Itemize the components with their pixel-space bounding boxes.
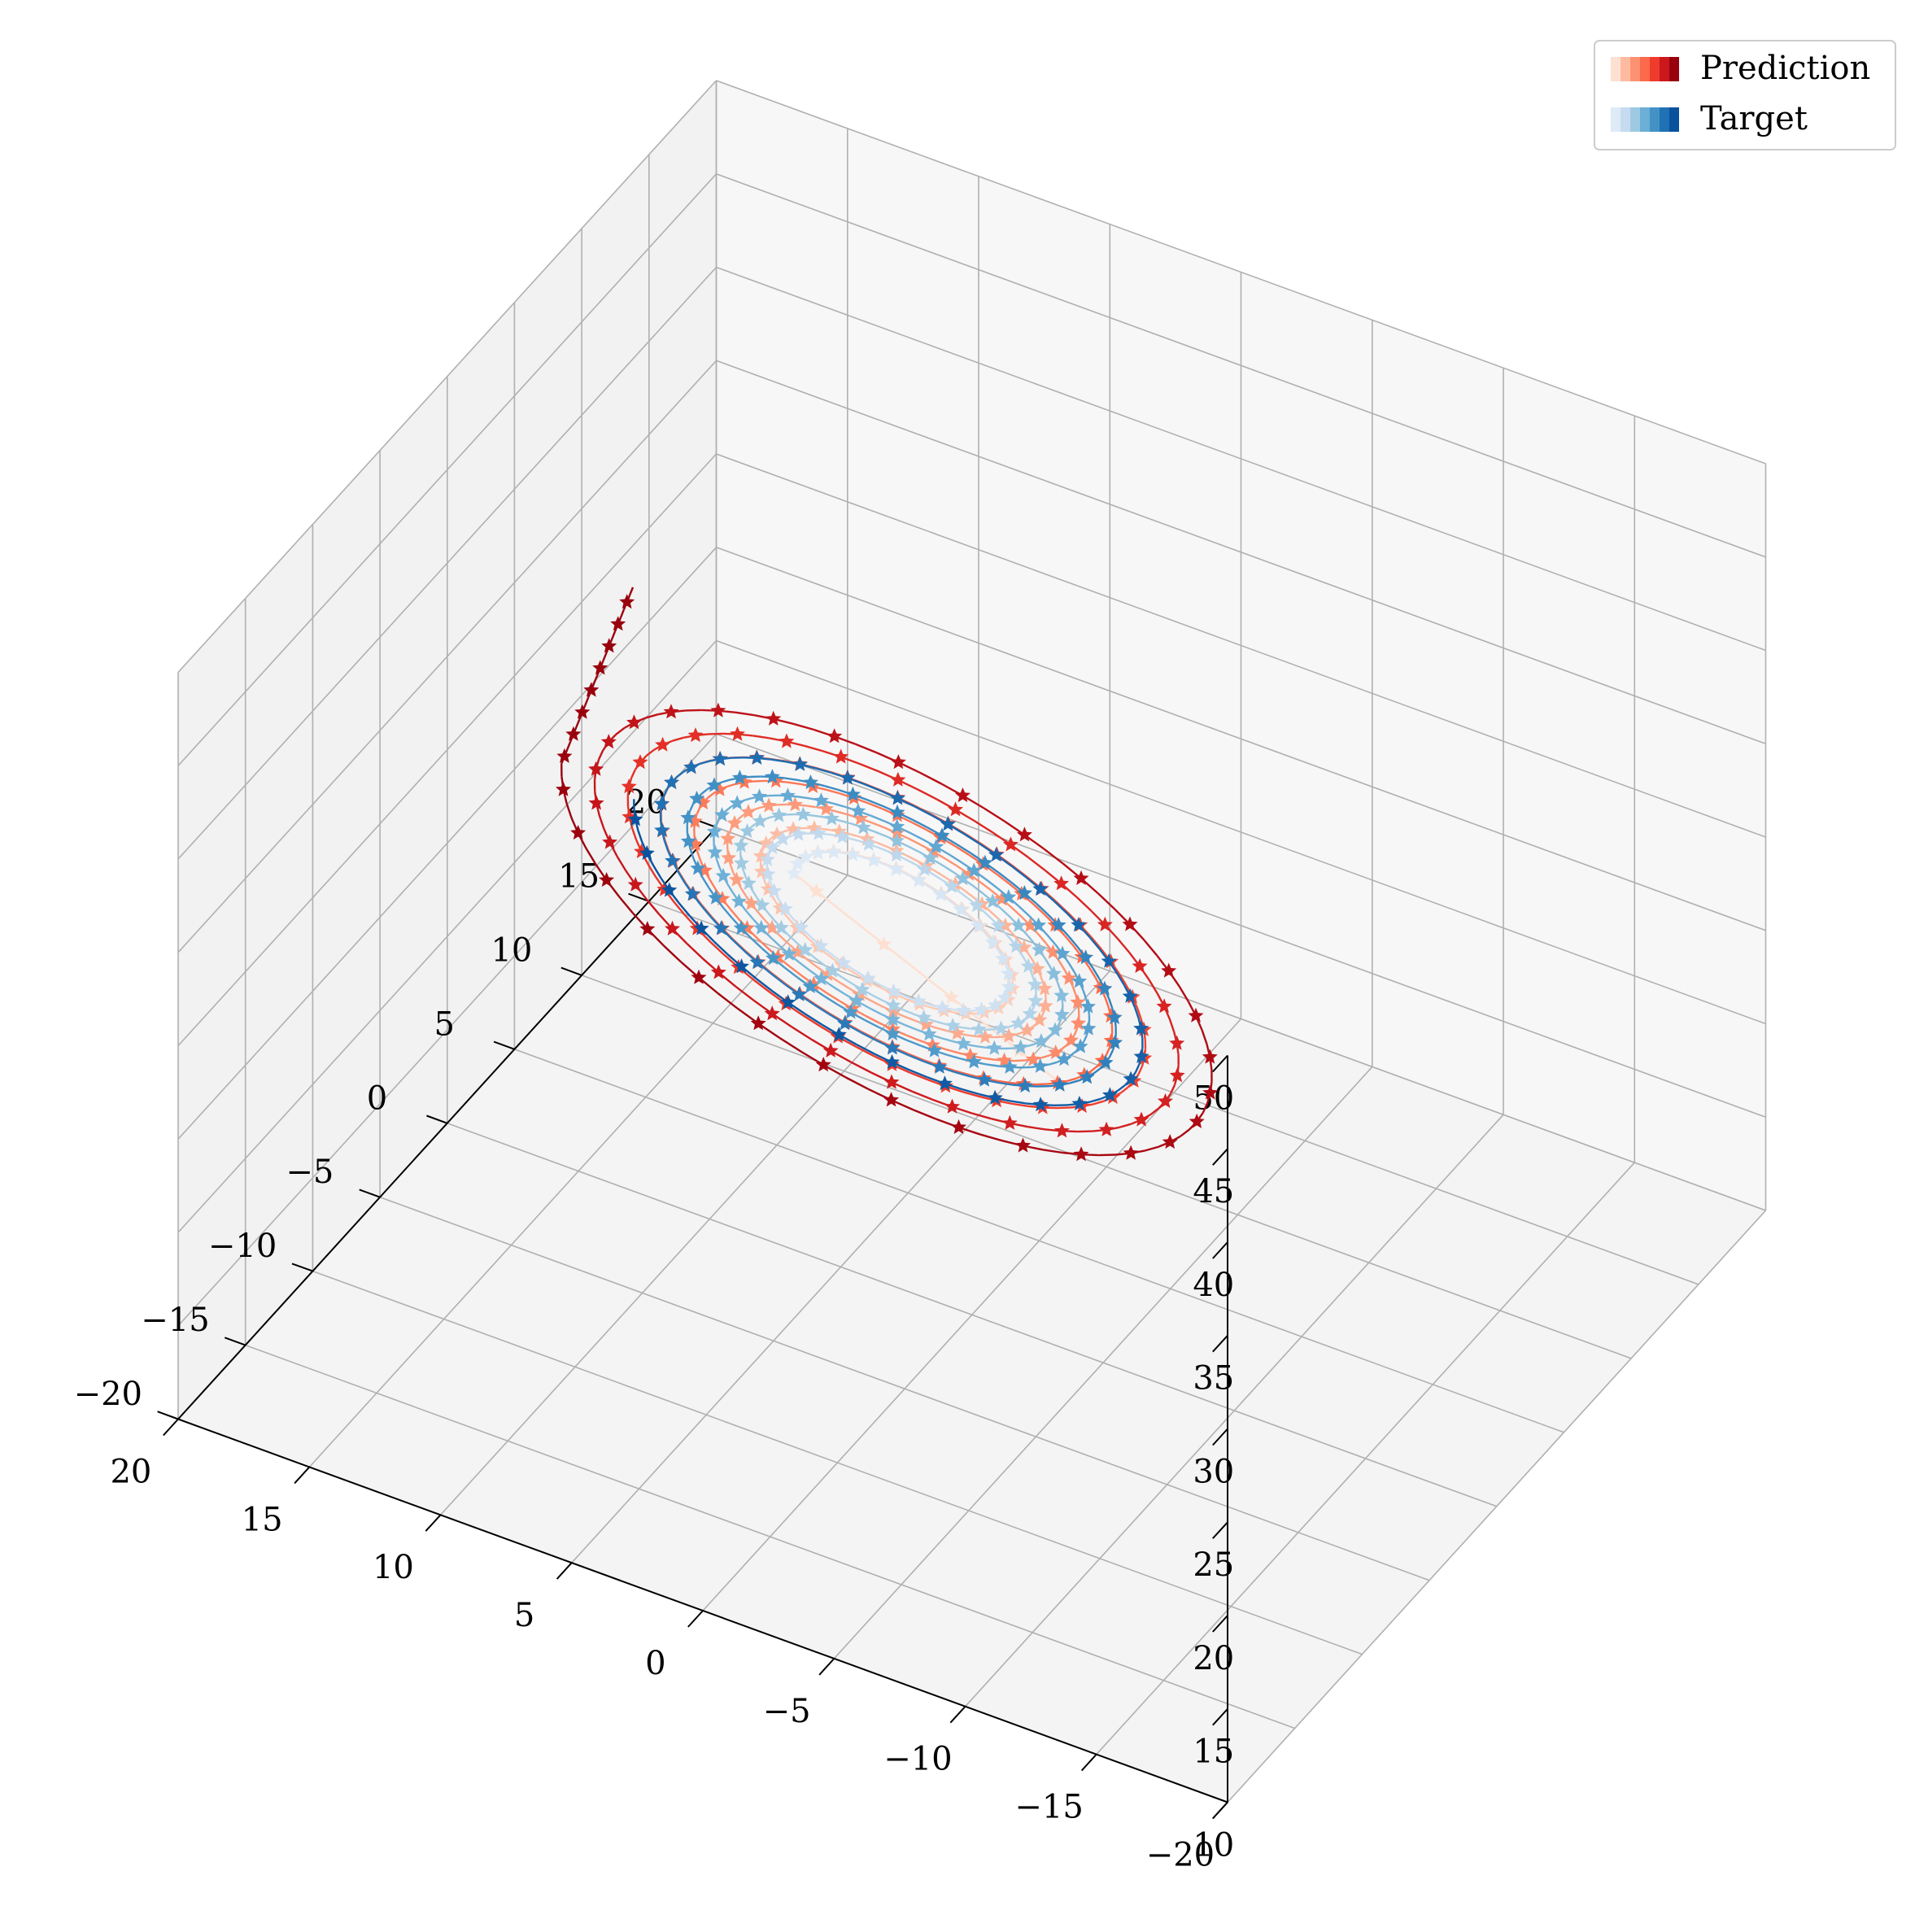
legend-swatch-cell [1630, 107, 1640, 132]
x-tick [164, 1420, 178, 1436]
x-tick-label: 10 [373, 1549, 414, 1586]
series-segment [813, 815, 822, 817]
y-tick-label: 15 [558, 858, 600, 896]
legend-swatch-cell [1640, 107, 1650, 132]
legend-swatch-cell [1669, 107, 1679, 132]
legend-swatch-target [1611, 107, 1679, 132]
legend-label-target: Target [1700, 100, 1808, 137]
legend-swatch-cell [1611, 107, 1620, 132]
x-tick [819, 1659, 834, 1675]
y-tick-label: 0 [367, 1079, 387, 1117]
x-tick-label: 0 [645, 1645, 665, 1682]
z-tick-label: 10 [1193, 1826, 1234, 1864]
z-tick-label: 35 [1193, 1360, 1234, 1398]
y-tick-label: 5 [434, 1005, 454, 1043]
y-tick-label: −10 [208, 1228, 277, 1265]
legend-swatch-cell [1640, 57, 1650, 81]
z-tick-label: 30 [1193, 1453, 1234, 1490]
legend-swatch-cell [1650, 107, 1660, 132]
x-tick [688, 1611, 703, 1627]
legend-swatch-cell [1660, 107, 1669, 132]
x-tick-label: −5 [763, 1693, 811, 1730]
x-tick [425, 1515, 440, 1531]
x-tick-label: −10 [883, 1741, 952, 1778]
y-tick-label: −15 [141, 1302, 209, 1339]
x-tick-label: −15 [1014, 1789, 1083, 1826]
legend-swatch-cell [1630, 57, 1640, 81]
z-tick-label: 15 [1193, 1734, 1234, 1771]
legend-swatch-cell [1660, 57, 1669, 81]
x-tick-label: 5 [514, 1597, 534, 1634]
legend-swatch-cell [1669, 57, 1679, 81]
legend-swatch-cell [1650, 57, 1660, 81]
y-tick-label: 10 [491, 931, 532, 969]
legend-label-prediction: Prediction [1700, 50, 1870, 87]
x-tick [557, 1563, 572, 1579]
z-tick-label: 20 [1193, 1640, 1234, 1677]
y-tick-label: −20 [74, 1376, 142, 1413]
legend: Prediction Target [1594, 41, 1895, 150]
x-tick [1082, 1755, 1097, 1771]
legend-swatch-prediction [1611, 57, 1679, 81]
x-tick-label: 20 [110, 1453, 151, 1490]
series-segment [709, 734, 722, 735]
series-segment [1057, 1108, 1070, 1109]
z-tick-label: 25 [1193, 1546, 1234, 1584]
x-tick [294, 1467, 309, 1483]
series-segment [1036, 1084, 1047, 1085]
series-segment [1099, 1155, 1115, 1156]
axis-panes [178, 81, 1766, 1803]
z-tick-label: 40 [1193, 1267, 1234, 1304]
series-segment [822, 829, 831, 830]
series-segment [952, 1012, 959, 1013]
series-segment [686, 710, 701, 711]
legend-swatch-cell [1620, 57, 1630, 81]
legend-swatch-cell [1620, 107, 1630, 132]
x-tick-label: 15 [242, 1501, 283, 1538]
series-segment [962, 1027, 971, 1029]
y-tick [158, 1411, 178, 1419]
z-tick [1213, 1803, 1228, 1819]
series-segment [1014, 1061, 1024, 1062]
series-segment [754, 781, 765, 782]
z-tick-label: 45 [1193, 1173, 1234, 1210]
series-segment [805, 805, 816, 807]
y-tick-label: −5 [286, 1154, 334, 1191]
legend-swatch-cell [1611, 57, 1620, 81]
x-tick [950, 1707, 965, 1723]
series-segment [827, 834, 835, 835]
